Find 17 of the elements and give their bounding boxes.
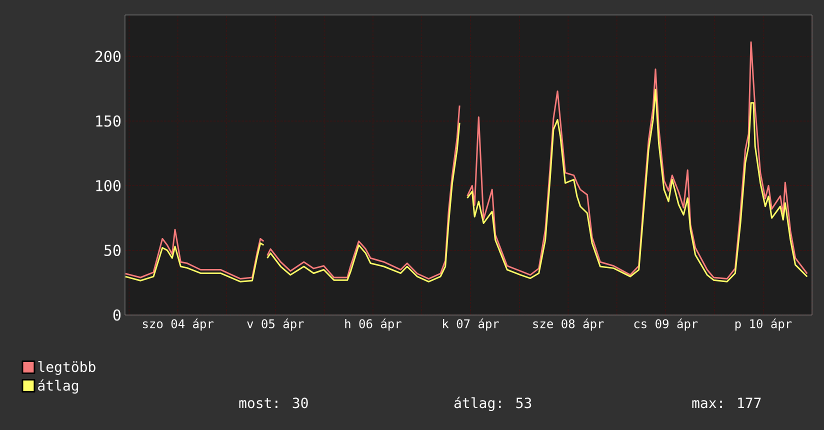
text: max: 177 (692, 398, 761, 408)
x-tick-label: k 07 ápr (443, 318, 499, 331)
x-tick-label: v 05 ápr (247, 318, 304, 331)
y-tick-label: 0 (113, 309, 121, 321)
x-tick-label: sze 08 ápr (533, 318, 604, 331)
x-tick-label: p 10 ápr (735, 318, 792, 331)
legend-label: átlag (38, 379, 78, 394)
y-tick-label: 150 (96, 115, 121, 127)
y-tick-label: 50 (104, 244, 121, 256)
x-tick-label: cs 09 ápr (634, 318, 698, 331)
x-tick-label: szo 04 ápr (142, 318, 214, 331)
text: átlag: 53 (454, 396, 532, 412)
y-tick-label: 200 (96, 50, 121, 62)
x-tick-label: h 06 ápr (345, 318, 402, 331)
text: most: 30 (239, 398, 308, 408)
y-tick-label: 100 (96, 180, 121, 192)
legend-label: legtöbb (38, 361, 96, 375)
